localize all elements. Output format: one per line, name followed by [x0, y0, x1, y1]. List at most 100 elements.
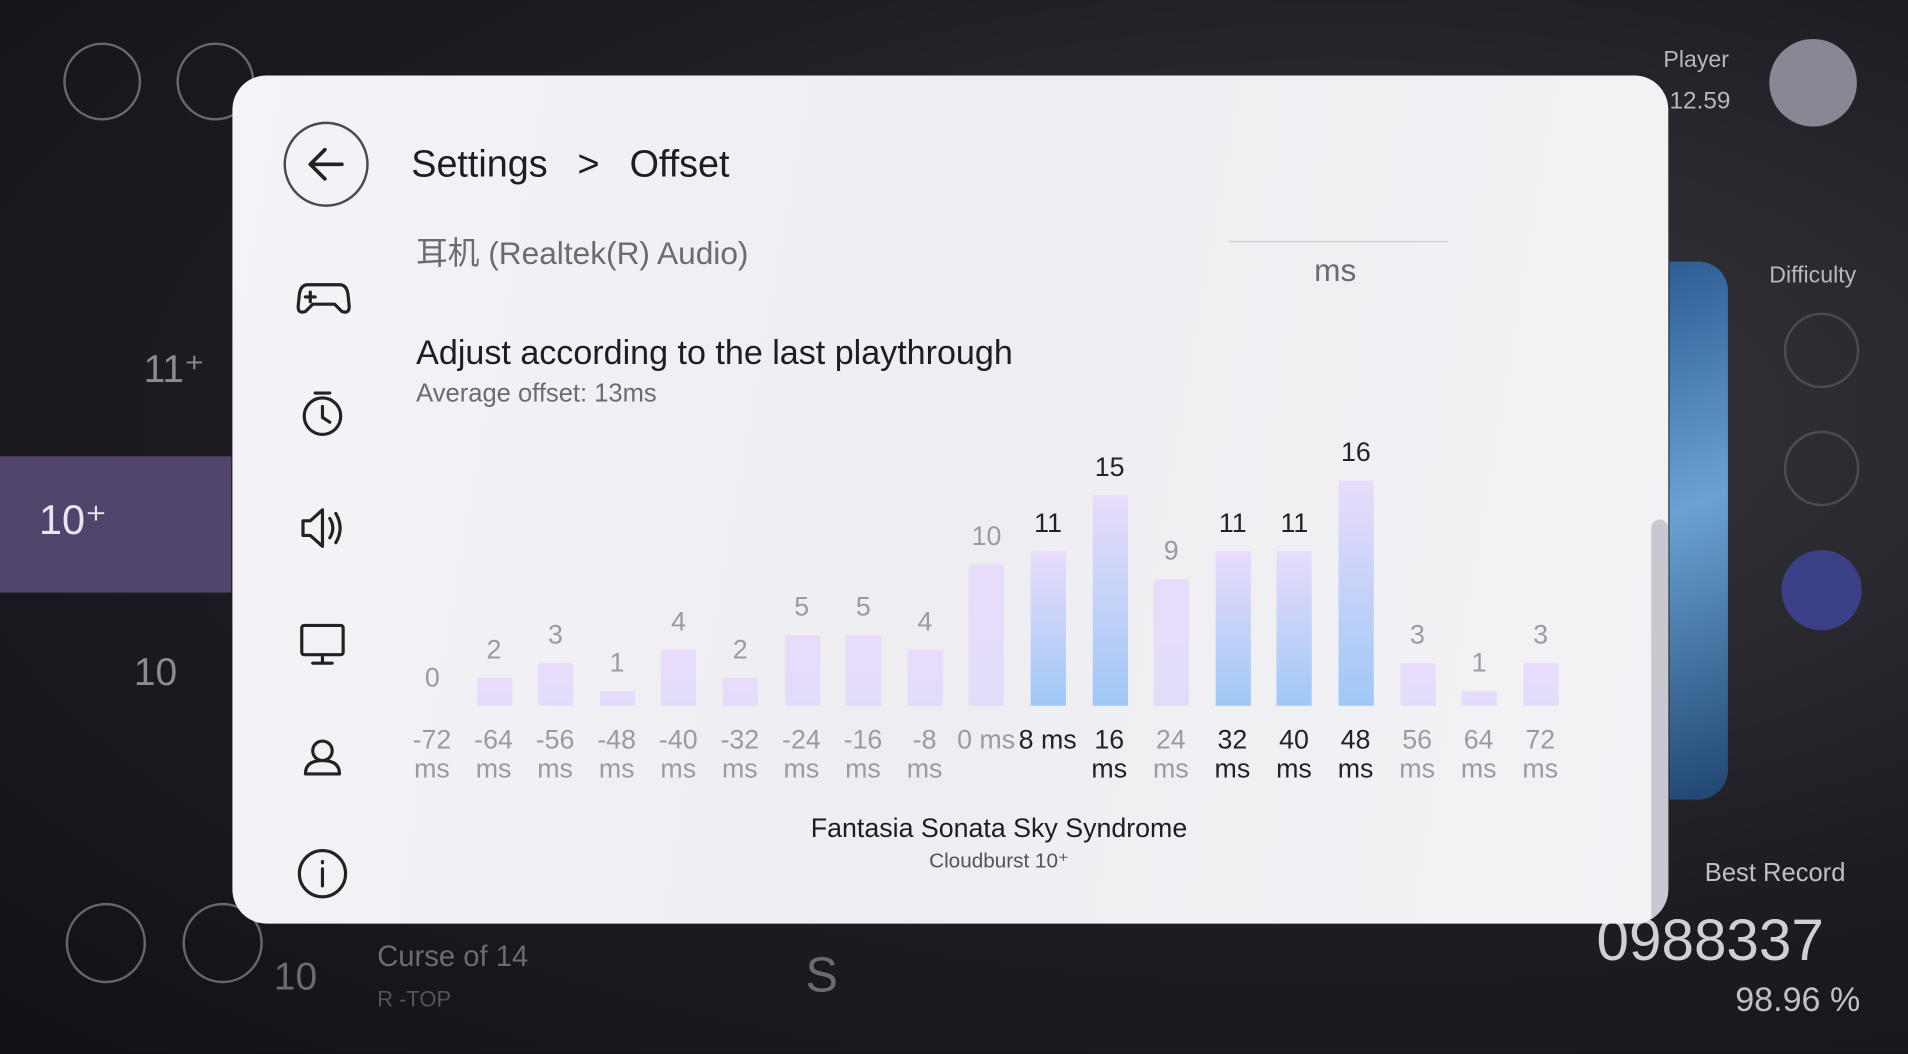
breadcrumb-page: Offset [629, 142, 730, 185]
bar-value-label: 2 [486, 633, 502, 665]
x-tick-label: 0 ms [957, 724, 1016, 755]
bar-value-label: 11 [1280, 507, 1309, 538]
breadcrumb-settings[interactable]: Settings [411, 142, 548, 185]
histogram-column: 5 -16 ms [833, 414, 895, 791]
bar [1030, 551, 1066, 706]
back-button[interactable] [63, 42, 142, 121]
profile-icon[interactable] [303, 739, 342, 776]
random-button[interactable] [182, 902, 263, 984]
x-tick-label: 64 ms [1460, 724, 1497, 784]
histogram-column: 9 24 ms [1140, 414, 1202, 791]
bar [845, 635, 882, 706]
bar-value-label: 4 [671, 605, 687, 637]
bar-value-label: 3 [1533, 619, 1549, 651]
histogram-column: 3 56 ms [1387, 414, 1449, 791]
search-button[interactable] [65, 902, 147, 984]
x-tick-label: -56 ms [535, 724, 575, 784]
x-tick-label: 8 ms [1018, 724, 1077, 755]
histogram-column: 1 -48 ms [586, 414, 648, 791]
song-difficulty: Cloudburst 10⁺ [929, 849, 1069, 873]
bar [969, 565, 1005, 706]
bar-value-label: 2 [732, 633, 748, 665]
breadcrumb-separator: > [577, 142, 600, 185]
x-tick-label: -32 ms [720, 724, 760, 784]
x-tick-label: 24 ms [1152, 724, 1189, 784]
bar [907, 649, 943, 706]
rank-letter: S [805, 949, 839, 1003]
info-icon[interactable] [297, 848, 348, 899]
x-tick-label: 56 ms [1399, 724, 1435, 784]
timer-icon[interactable] [302, 391, 343, 436]
x-tick-label: -40 ms [658, 724, 698, 784]
bar [1523, 663, 1559, 706]
difficulty-button-selected[interactable] [1781, 550, 1862, 631]
list-level: 10 [133, 649, 178, 694]
bar [1338, 480, 1374, 706]
list-song-title[interactable]: Curse of 14 [377, 940, 529, 974]
bar [784, 635, 820, 706]
difficulty-button[interactable] [1783, 430, 1860, 507]
adjust-title[interactable]: Adjust according to the last playthrough [416, 333, 1013, 372]
best-accuracy: 98.96 % [1735, 980, 1861, 1019]
offset-unit: ms [1314, 251, 1357, 289]
sound-icon[interactable] [301, 508, 342, 548]
bar-value-label: 4 [917, 605, 933, 637]
bar-value-label: 3 [548, 619, 563, 651]
x-tick-label: -48 ms [597, 724, 637, 784]
histogram-column: 10 0 ms [956, 414, 1018, 791]
bar-value-label: 11 [1034, 507, 1062, 538]
histogram-column: 3 -56 ms [525, 414, 587, 791]
bar [1461, 691, 1497, 706]
histogram-column: 16 48 ms [1325, 414, 1387, 791]
histogram-column: 4 -40 ms [648, 414, 710, 791]
breadcrumb: Settings > Offset [411, 145, 729, 183]
bar [1153, 579, 1190, 706]
bar [599, 691, 635, 706]
histogram-column: 4 -8 ms [894, 414, 956, 791]
histogram-column: 3 72 ms [1510, 414, 1572, 791]
bar-value-label: 15 [1094, 450, 1125, 482]
bar [1215, 551, 1251, 706]
x-tick-label: -8 ms [906, 724, 943, 784]
scrollbar[interactable] [1651, 519, 1669, 924]
bar-value-label: 5 [855, 591, 871, 623]
list-level: 10 [273, 954, 318, 998]
x-tick-label: 16 ms [1091, 724, 1128, 784]
list-level: 11⁺ [143, 346, 205, 391]
bar-value-label: 1 [1471, 647, 1487, 679]
gamepad-icon[interactable] [296, 283, 351, 314]
difficulty-button[interactable] [1783, 312, 1860, 389]
selected-row [0, 456, 232, 593]
list-song-artist: R -TOP [377, 986, 452, 1012]
offset-input-line[interactable] [1229, 240, 1449, 243]
bar-value-label: 16 [1341, 436, 1371, 468]
back-arrow-icon [308, 147, 344, 181]
bar [538, 663, 574, 706]
display-icon[interactable] [300, 623, 345, 665]
x-tick-label: 40 ms [1276, 724, 1312, 784]
song-title: Fantasia Sonata Sky Syndrome [810, 812, 1188, 844]
x-tick-label: -64 ms [474, 724, 513, 784]
histogram-column: 5 -24 ms [771, 414, 833, 791]
bar-value-label: 11 [1218, 507, 1247, 538]
x-tick-label: 48 ms [1337, 724, 1374, 784]
dialog-back-button[interactable] [283, 121, 369, 207]
offset-histogram: 0 -72 ms 2 -64 ms 3 -56 ms 1 -48 ms 4 -40 ms 2 -32 … [402, 414, 1573, 791]
histogram-column: 2 -64 ms [463, 414, 525, 791]
bar-value-label: 1 [609, 647, 625, 679]
x-tick-label: -72 ms [412, 724, 452, 784]
histogram-column: 11 8 ms [1017, 414, 1079, 791]
histogram-column: 0 -72 ms [402, 414, 464, 791]
x-tick-label: -24 ms [782, 724, 821, 784]
player-avatar[interactable] [1769, 38, 1857, 127]
histogram-column: 1 64 ms [1448, 414, 1510, 791]
bar [1400, 663, 1436, 706]
settings-dialog: Settings > Offset 耳机 (Realtek(R) Audio) … [232, 75, 1669, 924]
x-tick-label: 32 ms [1214, 724, 1251, 784]
bar [476, 677, 512, 706]
average-offset: Average offset: 13ms [416, 379, 657, 408]
bar [722, 677, 759, 706]
bar-value-label: 0 [424, 661, 440, 693]
sidebar [296, 283, 351, 899]
